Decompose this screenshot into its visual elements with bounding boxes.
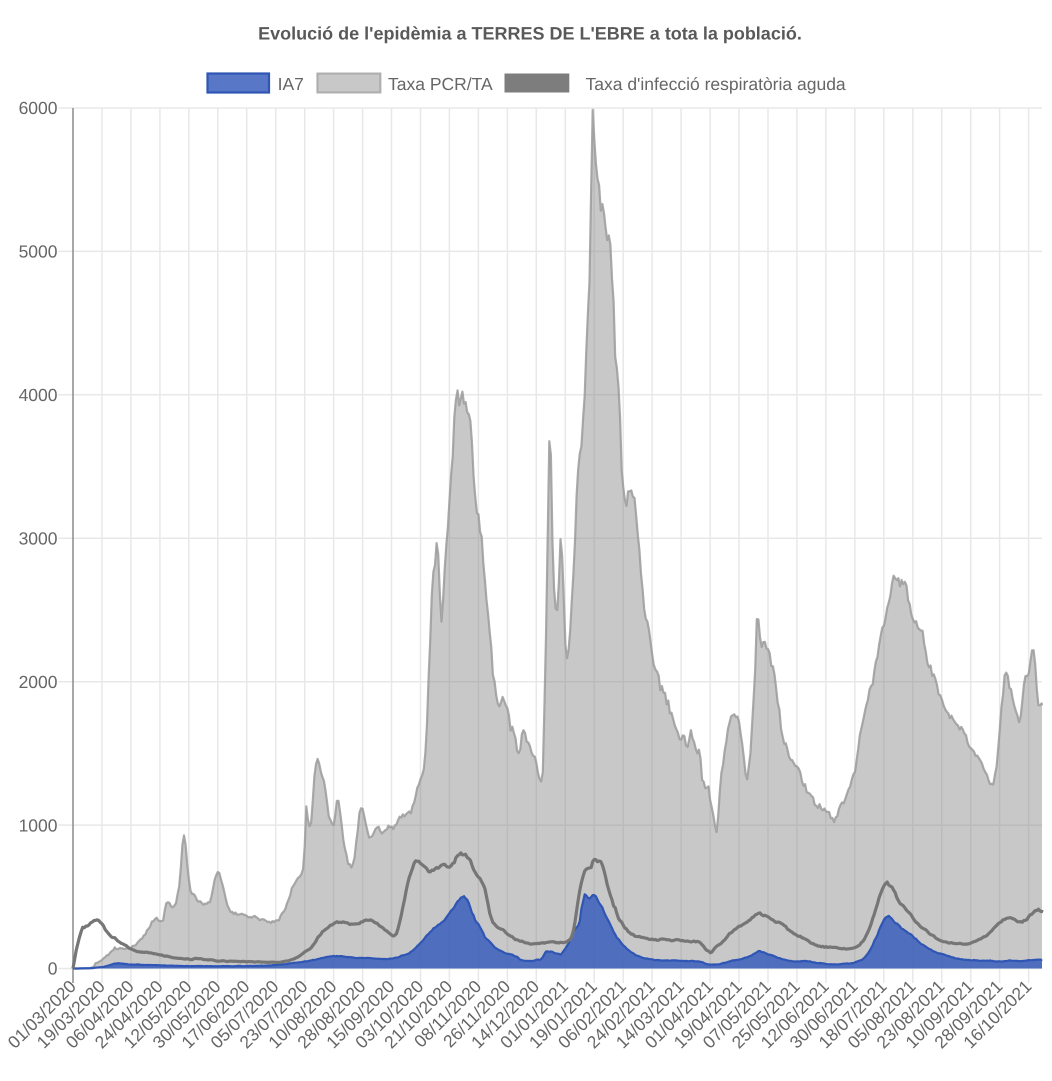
- svg-text:5000: 5000: [19, 242, 58, 262]
- svg-text:6000: 6000: [19, 98, 58, 118]
- svg-text:IA7: IA7: [278, 74, 304, 94]
- svg-text:Evolució de l'epidèmia a TERRE: Evolució de l'epidèmia a TERRES DE L'EBR…: [258, 24, 802, 44]
- svg-text:Taxa d'infecció respiratòria a: Taxa d'infecció respiratòria aguda: [586, 74, 846, 94]
- svg-text:4000: 4000: [19, 385, 58, 405]
- svg-text:1000: 1000: [19, 815, 58, 835]
- svg-text:0: 0: [48, 959, 58, 979]
- svg-text:Taxa PCR/TA: Taxa PCR/TA: [388, 74, 493, 94]
- svg-text:3000: 3000: [19, 528, 58, 548]
- svg-text:2000: 2000: [19, 672, 58, 692]
